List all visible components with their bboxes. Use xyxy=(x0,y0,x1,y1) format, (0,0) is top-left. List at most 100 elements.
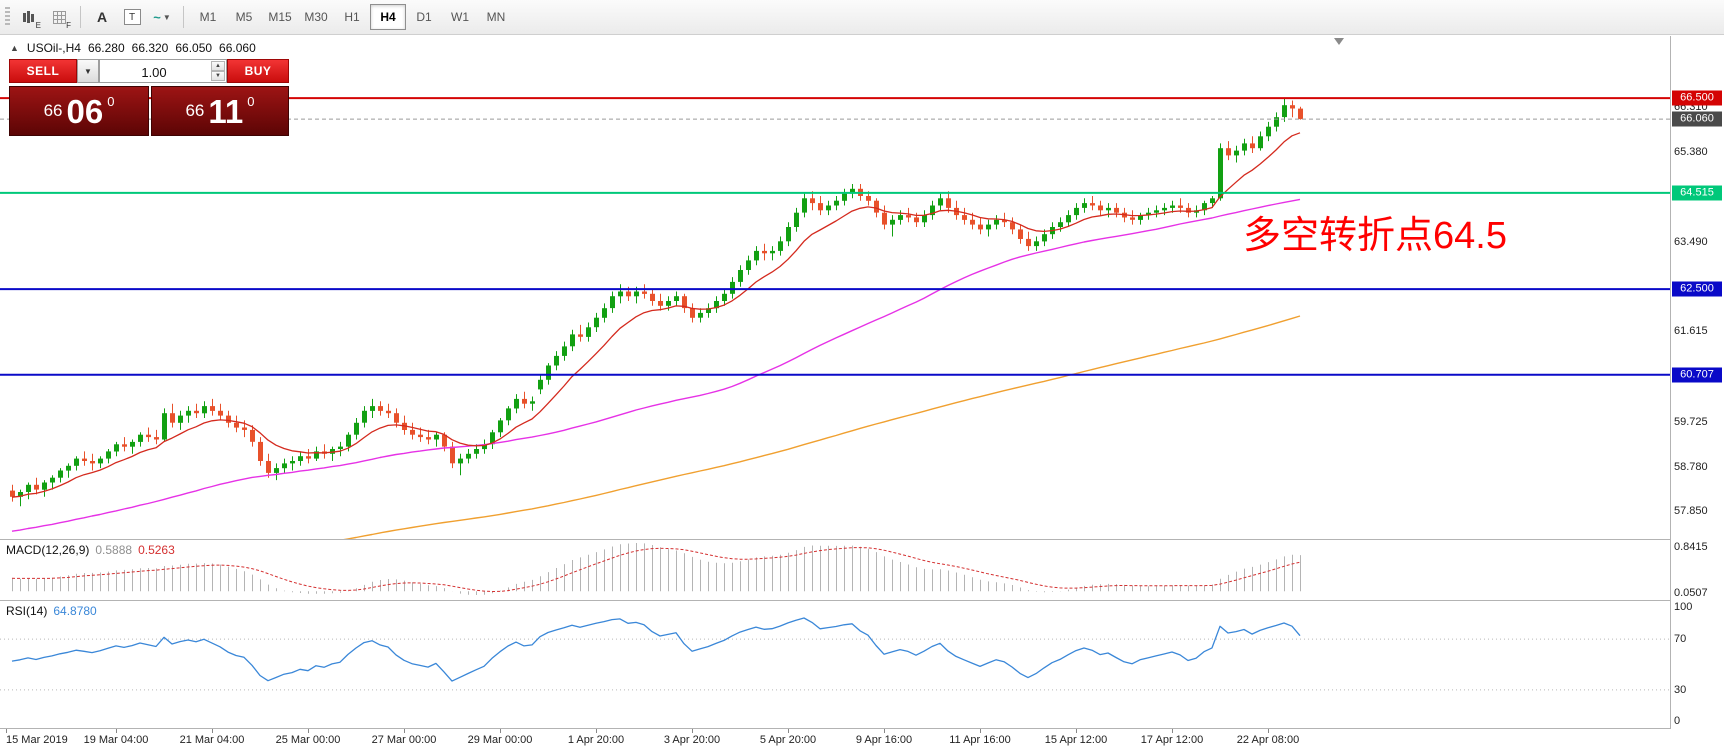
buy-price-small: 66 xyxy=(185,101,205,120)
time-label: 29 Mar 00:00 xyxy=(467,734,533,746)
macd-histogram xyxy=(12,543,1301,595)
time-tick xyxy=(788,729,789,733)
price-tag: 66.500 xyxy=(1672,90,1722,106)
price-axis-label: 0 xyxy=(1674,715,1681,727)
time-label: 17 Apr 12:00 xyxy=(1140,734,1204,746)
spinner-up-button[interactable]: ▲ xyxy=(211,61,225,71)
chevron-down-icon: ▼ xyxy=(162,12,171,22)
timeframe-m30[interactable]: M30 xyxy=(304,10,328,24)
price-axis-label: 58.780 xyxy=(1674,460,1708,473)
timeframe-h4[interactable]: H4 xyxy=(370,4,406,30)
grid-tool-icon-f[interactable]: F xyxy=(45,3,73,31)
chart-shift-marker-icon xyxy=(1334,38,1344,45)
time-tick xyxy=(212,729,213,733)
buy-price-big: 11 xyxy=(208,92,244,130)
rsi-line xyxy=(11,617,1301,682)
price-axis[interactable]: 66.310 65.380 63.490 61.615 59.725 58.780 57.8… xyxy=(1671,36,1724,755)
price-axis-label: 59.725 xyxy=(1674,415,1708,428)
timeframe-mn[interactable]: MN xyxy=(486,10,506,24)
main-chart-pane[interactable] xyxy=(0,36,1670,539)
objects-dropdown-icon[interactable]: ~ ▼ xyxy=(148,3,176,31)
time-label: 27 Mar 00:00 xyxy=(371,734,437,746)
open-value: 66.280 xyxy=(87,41,125,55)
toolbar-drag-grip[interactable] xyxy=(5,7,10,27)
time-tick xyxy=(692,729,693,733)
time-label: 9 Apr 16:00 xyxy=(855,734,913,746)
text-box-icon[interactable]: T xyxy=(118,3,146,31)
time-tick xyxy=(116,729,117,733)
time-label: 19 Mar 04:00 xyxy=(83,734,149,746)
time-axis[interactable]: 15 Mar 2019 19 Mar 04:00 21 Mar 04:00 25… xyxy=(0,729,1724,755)
timeframe-h1[interactable]: H1 xyxy=(344,10,360,24)
time-label: 21 Mar 04:00 xyxy=(179,734,245,746)
buy-price-sup: 0 xyxy=(247,94,255,109)
volume-input[interactable] xyxy=(102,62,206,82)
price-axis-label: 0.8415 xyxy=(1674,541,1708,553)
text-label-icon[interactable]: A xyxy=(88,3,116,31)
time-tick xyxy=(1172,729,1173,733)
macd-signal-line xyxy=(11,547,1301,592)
rsi-pane[interactable] xyxy=(0,601,1670,728)
volume-spinner: ▲ ▼ xyxy=(211,61,225,81)
pane-separator[interactable] xyxy=(0,728,1724,729)
chart-text-annotation[interactable]: 多空转折点64.5 xyxy=(1243,215,1507,257)
price-tag: 64.515 xyxy=(1672,185,1722,201)
time-tick xyxy=(596,729,597,733)
time-label: 1 Apr 20:00 xyxy=(567,734,625,746)
toolbar-separator xyxy=(183,6,184,28)
panel-toggle-icon[interactable]: ▲ xyxy=(10,43,19,53)
macd-main-value: 0.5888 xyxy=(95,543,133,557)
buy-price-box[interactable]: 66 11 0 xyxy=(151,86,289,136)
chart-tool-icon-e[interactable]: E xyxy=(15,3,43,31)
letter-a-glyph: A xyxy=(96,9,108,25)
time-tick xyxy=(1076,729,1077,733)
rsi-name-label: RSI(14) xyxy=(6,604,48,618)
time-tick xyxy=(6,729,7,733)
price-tag: 60.707 xyxy=(1672,367,1722,383)
ma-fast-line xyxy=(11,132,1301,498)
pane-separator[interactable] xyxy=(0,539,1724,540)
price-axis-label: 61.615 xyxy=(1674,325,1708,338)
timeframe-m5[interactable]: M5 xyxy=(235,10,253,24)
rsi-label-row: RSI(14) 64.8780 xyxy=(6,604,97,618)
time-label: 22 Apr 08:00 xyxy=(1236,734,1300,746)
timeframe-m1[interactable]: M1 xyxy=(199,10,217,24)
pane-separator[interactable] xyxy=(0,600,1724,601)
sell-price-sup: 0 xyxy=(107,94,115,109)
letter-t-glyph: T xyxy=(123,9,141,25)
toolbar: E F A T ~ ▼ M1 M5 M15 M30 H1 H4 D1 W1 MN xyxy=(0,0,1724,35)
timeframe-d1[interactable]: D1 xyxy=(416,10,432,24)
candles xyxy=(10,98,1303,507)
wave-glyph: ~ xyxy=(153,9,161,25)
time-label: 5 Apr 20:00 xyxy=(759,734,817,746)
time-label: 11 Apr 16:00 xyxy=(949,734,1011,746)
sell-price-big: 06 xyxy=(66,92,104,130)
price-tag: 66.060 xyxy=(1672,111,1722,127)
macd-name-label: MACD(12,26,9) xyxy=(6,543,90,557)
volume-box: ▲ ▼ xyxy=(99,59,227,83)
macd-pane[interactable] xyxy=(0,540,1670,600)
rsi-value: 64.8780 xyxy=(53,604,97,618)
time-label: 3 Apr 20:00 xyxy=(663,734,721,746)
sell-price-box[interactable]: 66 06 0 xyxy=(9,86,149,136)
sell-button[interactable]: SELL xyxy=(9,59,77,83)
icon-sub-label: E xyxy=(35,21,41,30)
timeframe-w1[interactable]: W1 xyxy=(451,10,469,24)
time-tick xyxy=(1268,729,1269,733)
high-value: 66.320 xyxy=(131,41,169,55)
buy-button[interactable]: BUY xyxy=(227,59,289,83)
spinner-down-button[interactable]: ▼ xyxy=(211,71,225,81)
time-tick xyxy=(980,729,981,733)
symbol-period-label: USOil-,H4 xyxy=(26,41,81,55)
price-axis-label: 63.490 xyxy=(1674,235,1708,248)
price-axis-label: 65.380 xyxy=(1674,145,1708,158)
grid-glyph-icon xyxy=(52,10,66,24)
price-axis-label: 30 xyxy=(1674,683,1687,696)
time-tick xyxy=(884,729,885,733)
price-axis-label: 57.850 xyxy=(1674,505,1708,518)
macd-label-row: MACD(12,26,9) 0.5888 0.5263 xyxy=(6,543,175,557)
ma-mid-line xyxy=(11,198,1301,532)
volume-dropdown-button[interactable]: ▼ xyxy=(77,59,99,83)
time-label: 25 Mar 00:00 xyxy=(275,734,341,746)
timeframe-m15[interactable]: M15 xyxy=(268,10,292,24)
